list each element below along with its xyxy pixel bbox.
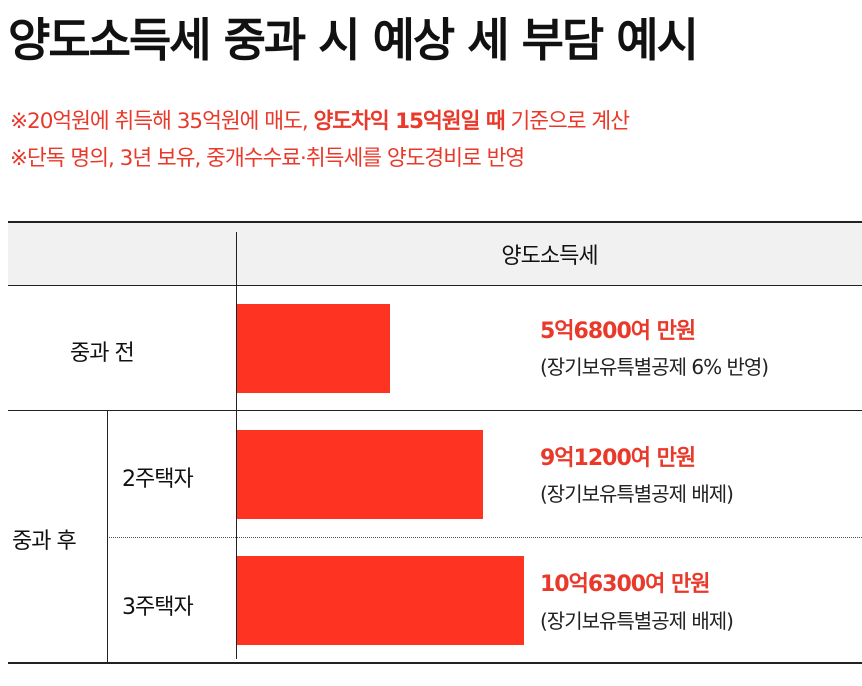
axis-line bbox=[236, 232, 237, 659]
value-note-2homes: (장기보유특별공제 배제) bbox=[540, 482, 734, 506]
group-divider-line bbox=[107, 410, 108, 662]
bar-before bbox=[237, 304, 390, 393]
note-calculation-basis: ※20억원에 취득해 35억원에 매도, 양도차익 15억원일 때 기준으로 계… bbox=[10, 104, 630, 135]
note-assumptions: ※단독 명의, 3년 보유, 중개수수료·취득세를 양도경비로 반영 bbox=[10, 146, 525, 171]
value-label-2homes: 9억1200여 만원 bbox=[540, 446, 696, 471]
table-header-band bbox=[8, 221, 862, 285]
group-label-after: 중과 후 bbox=[12, 529, 77, 554]
row-label-2homes: 2주택자 bbox=[122, 467, 194, 492]
table-top-rule bbox=[8, 221, 862, 223]
note1-prefix: ※20억원에 취득해 35억원에 매도, bbox=[10, 109, 314, 134]
value-note-before: (장기보유특별공제 6% 반영) bbox=[540, 355, 769, 379]
bar-2homes bbox=[237, 430, 483, 519]
note1-highlight: 양도차익 15억원일 때 bbox=[313, 109, 505, 134]
chart-title: 양도소득세 중과 시 예상 세 부담 예시 bbox=[8, 13, 699, 67]
value-label-before: 5억6800여 만원 bbox=[540, 319, 696, 344]
row-label-3homes: 3주택자 bbox=[122, 595, 194, 620]
bar-3homes bbox=[237, 556, 524, 645]
row-label-before: 중과 전 bbox=[70, 341, 135, 366]
row-separator bbox=[8, 410, 862, 411]
value-note-3homes: (장기보유특별공제 배제) bbox=[540, 609, 734, 633]
table-bottom-rule bbox=[8, 662, 862, 664]
header-bottom-rule bbox=[8, 285, 862, 286]
column-header: 양도소득세 bbox=[501, 244, 598, 269]
note1-suffix: 기준으로 계산 bbox=[504, 109, 630, 134]
dotted-separator bbox=[107, 537, 862, 538]
value-label-3homes: 10억6300여 만원 bbox=[540, 572, 710, 597]
